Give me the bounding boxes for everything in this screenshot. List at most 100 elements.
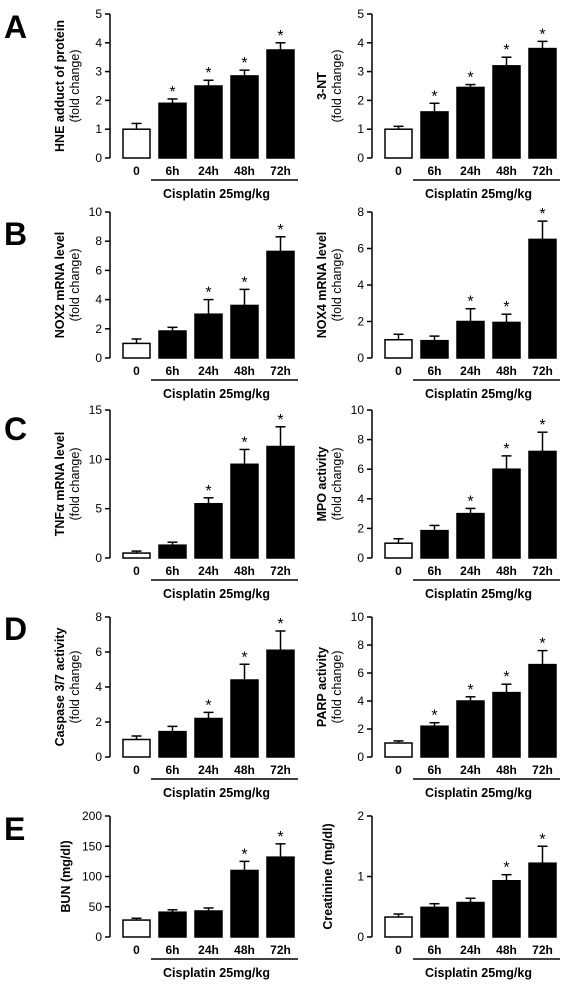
bar-6h [420,906,449,938]
y-tick-label: 4 [357,278,364,292]
bar-6h [158,102,187,159]
x-tick-label: 6h [427,164,441,178]
significance-star: * [241,434,247,451]
y-tick-label: 0 [95,151,102,165]
bar-24h [456,512,485,559]
y-axis-sublabel: (fold change) [330,448,344,521]
x-tick-label: 0 [395,564,402,578]
x-tick-label: 72h [270,364,291,378]
significance-star: * [241,846,247,863]
bar-6h [420,111,449,159]
group-label: Cisplatin 25mg/kg [425,966,532,980]
significance-star: * [277,222,283,239]
x-tick-label: 0 [133,364,140,378]
y-axis-sublabel: (fold change) [68,50,82,123]
group-label: Cisplatin 25mg/kg [425,587,532,601]
y-tick-label: 0 [95,930,102,944]
significance-star: * [539,831,545,848]
group-label: Cisplatin 25mg/kg [425,387,532,401]
y-tick-label: 4 [95,680,102,694]
x-tick-label: 48h [234,763,255,777]
significance-star: * [467,493,473,510]
bar-48h [230,75,259,159]
bar-24h [194,717,223,758]
x-tick-label: 48h [496,164,517,178]
y-tick-label: 3 [357,65,364,79]
bar-48h [492,691,521,758]
y-axis-label: NOX2 mRNA level [53,232,67,339]
y-tick-label: 1 [357,122,364,136]
x-tick-label: 24h [460,364,481,378]
significance-star: * [467,294,473,311]
y-tick-label: 4 [357,694,364,708]
bar-0 [384,742,413,758]
y-tick-label: 8 [357,205,364,219]
group-label: Cisplatin 25mg/kg [425,786,532,800]
significance-star: * [539,417,545,434]
y-tick-label: 4 [357,36,364,50]
bar-48h [492,65,521,159]
significance-star: * [205,285,211,302]
significance-star: * [277,829,283,846]
bar-72h [528,47,557,159]
x-tick-label: 48h [234,164,255,178]
group-label: Cisplatin 25mg/kg [163,786,270,800]
x-tick-label: 6h [165,564,179,578]
bar-72h [528,450,557,559]
y-tick-label: 0 [357,151,364,165]
bar-24h [456,86,485,159]
x-tick-label: 24h [198,164,219,178]
significance-star: * [503,860,509,877]
x-tick-label: 6h [165,763,179,777]
panel-letter-c: C [4,411,27,447]
y-axis-label: PARP activity [315,647,329,727]
significance-star: * [277,28,283,45]
chart-d-left: 0 2 4 6 8 Caspase 3/7 activity (fold change) 0 6… [53,610,298,800]
y-tick-label: 1 [95,122,102,136]
x-tick-label: 6h [427,943,441,957]
significance-star: * [241,55,247,72]
y-axis-label: HNE adduct of protein [53,20,67,152]
y-tick-label: 2 [95,322,102,336]
y-tick-label: 0 [357,930,364,944]
significance-star: * [205,65,211,82]
bar-48h [230,869,259,938]
x-tick-label: 48h [234,364,255,378]
y-tick-label: 2 [357,521,364,535]
y-tick-label: 6 [357,242,364,256]
y-axis-label: NOX4 mRNA level [315,232,329,339]
y-axis-sublabel: (fold change) [330,50,344,123]
y-tick-label: 10 [89,205,103,219]
x-tick-label: 72h [532,943,553,957]
y-tick-label: 0 [357,551,364,565]
significance-star: * [467,682,473,699]
bar-6h [420,725,449,758]
bar-72h [266,445,295,559]
x-tick-label: 0 [395,364,402,378]
bar-0 [384,916,413,938]
y-axis-label: TNFα mRNA level [53,432,67,536]
significance-star: * [539,26,545,43]
y-tick-label: 8 [357,433,364,447]
y-tick-label: 4 [95,36,102,50]
y-tick-label: 5 [357,7,364,21]
x-tick-label: 72h [532,164,553,178]
bar-48h [492,468,521,559]
significance-star: * [205,483,211,500]
chart-e-left: 0 50 100 150 200 BUN (mg/dl) 0 6h 24h 48h * 72h * Cis… [59,809,298,980]
significance-star: * [205,697,211,714]
y-tick-label: 200 [82,809,102,823]
panel-letter-a: A [4,9,27,45]
significance-star: * [431,88,437,105]
y-tick-label: 100 [82,870,102,884]
significance-star: * [277,616,283,633]
bar-0 [384,339,413,359]
x-tick-label: 72h [270,763,291,777]
x-tick-label: 48h [496,364,517,378]
y-tick-label: 10 [351,610,365,624]
y-tick-label: 10 [351,403,365,417]
bar-48h [230,679,259,758]
y-tick-label: 4 [95,293,102,307]
